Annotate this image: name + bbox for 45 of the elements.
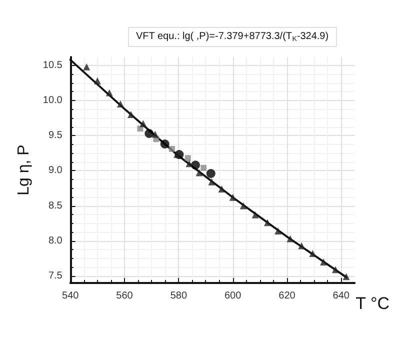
point: [94, 77, 101, 84]
point: [168, 146, 175, 152]
point: [332, 266, 339, 274]
point: [264, 219, 271, 226]
point: [152, 130, 159, 138]
point: [196, 169, 203, 176]
x-tick-label: 620: [278, 290, 296, 302]
y-axis-title: Lg η, P: [16, 144, 32, 196]
y-tick-label: 10.0: [42, 95, 63, 106]
point: [200, 164, 207, 171]
y-tick-label: 7.5: [48, 270, 63, 282]
x-tick-label: 640: [332, 290, 350, 302]
point: [286, 235, 294, 242]
x-tick-label: 540: [62, 290, 80, 302]
y-tick-label: 8.5: [48, 200, 63, 212]
point: [320, 258, 328, 266]
y-tick-label: 8.0: [48, 235, 63, 246]
x-tick-label: 600: [224, 290, 242, 302]
point: [208, 178, 216, 186]
point: [229, 194, 236, 201]
point: [274, 228, 282, 235]
point: [186, 160, 193, 168]
y-tick-label: 9.0: [48, 165, 63, 176]
point: [342, 273, 350, 280]
point: [106, 89, 113, 96]
point: [128, 111, 135, 118]
point: [252, 211, 259, 218]
point: [140, 120, 147, 128]
point: [174, 151, 181, 158]
point: [240, 202, 247, 210]
point: [184, 155, 191, 162]
point: [160, 140, 170, 149]
point: [309, 250, 316, 258]
point: [218, 185, 226, 192]
point: [144, 129, 154, 138]
point: [83, 63, 90, 70]
y-tick-label: 10.5: [42, 60, 63, 71]
point: [206, 169, 216, 178]
x-tick-label: 580: [170, 290, 188, 302]
point: [116, 100, 124, 108]
x-tick-label: 560: [116, 290, 134, 302]
y-tick-label: 9.5: [48, 130, 63, 142]
x-axis-title: T °C: [356, 294, 390, 313]
point: [298, 242, 306, 250]
point: [190, 160, 200, 170]
